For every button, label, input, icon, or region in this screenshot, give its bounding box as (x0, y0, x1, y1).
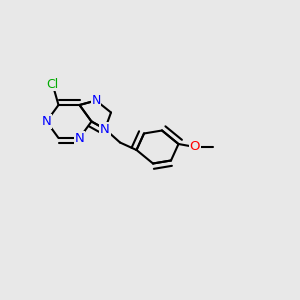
Text: N: N (100, 122, 110, 136)
Text: N: N (91, 94, 101, 107)
Text: N: N (75, 131, 84, 145)
Text: Cl: Cl (46, 77, 58, 91)
Text: O: O (190, 140, 200, 154)
Text: N: N (42, 115, 51, 128)
